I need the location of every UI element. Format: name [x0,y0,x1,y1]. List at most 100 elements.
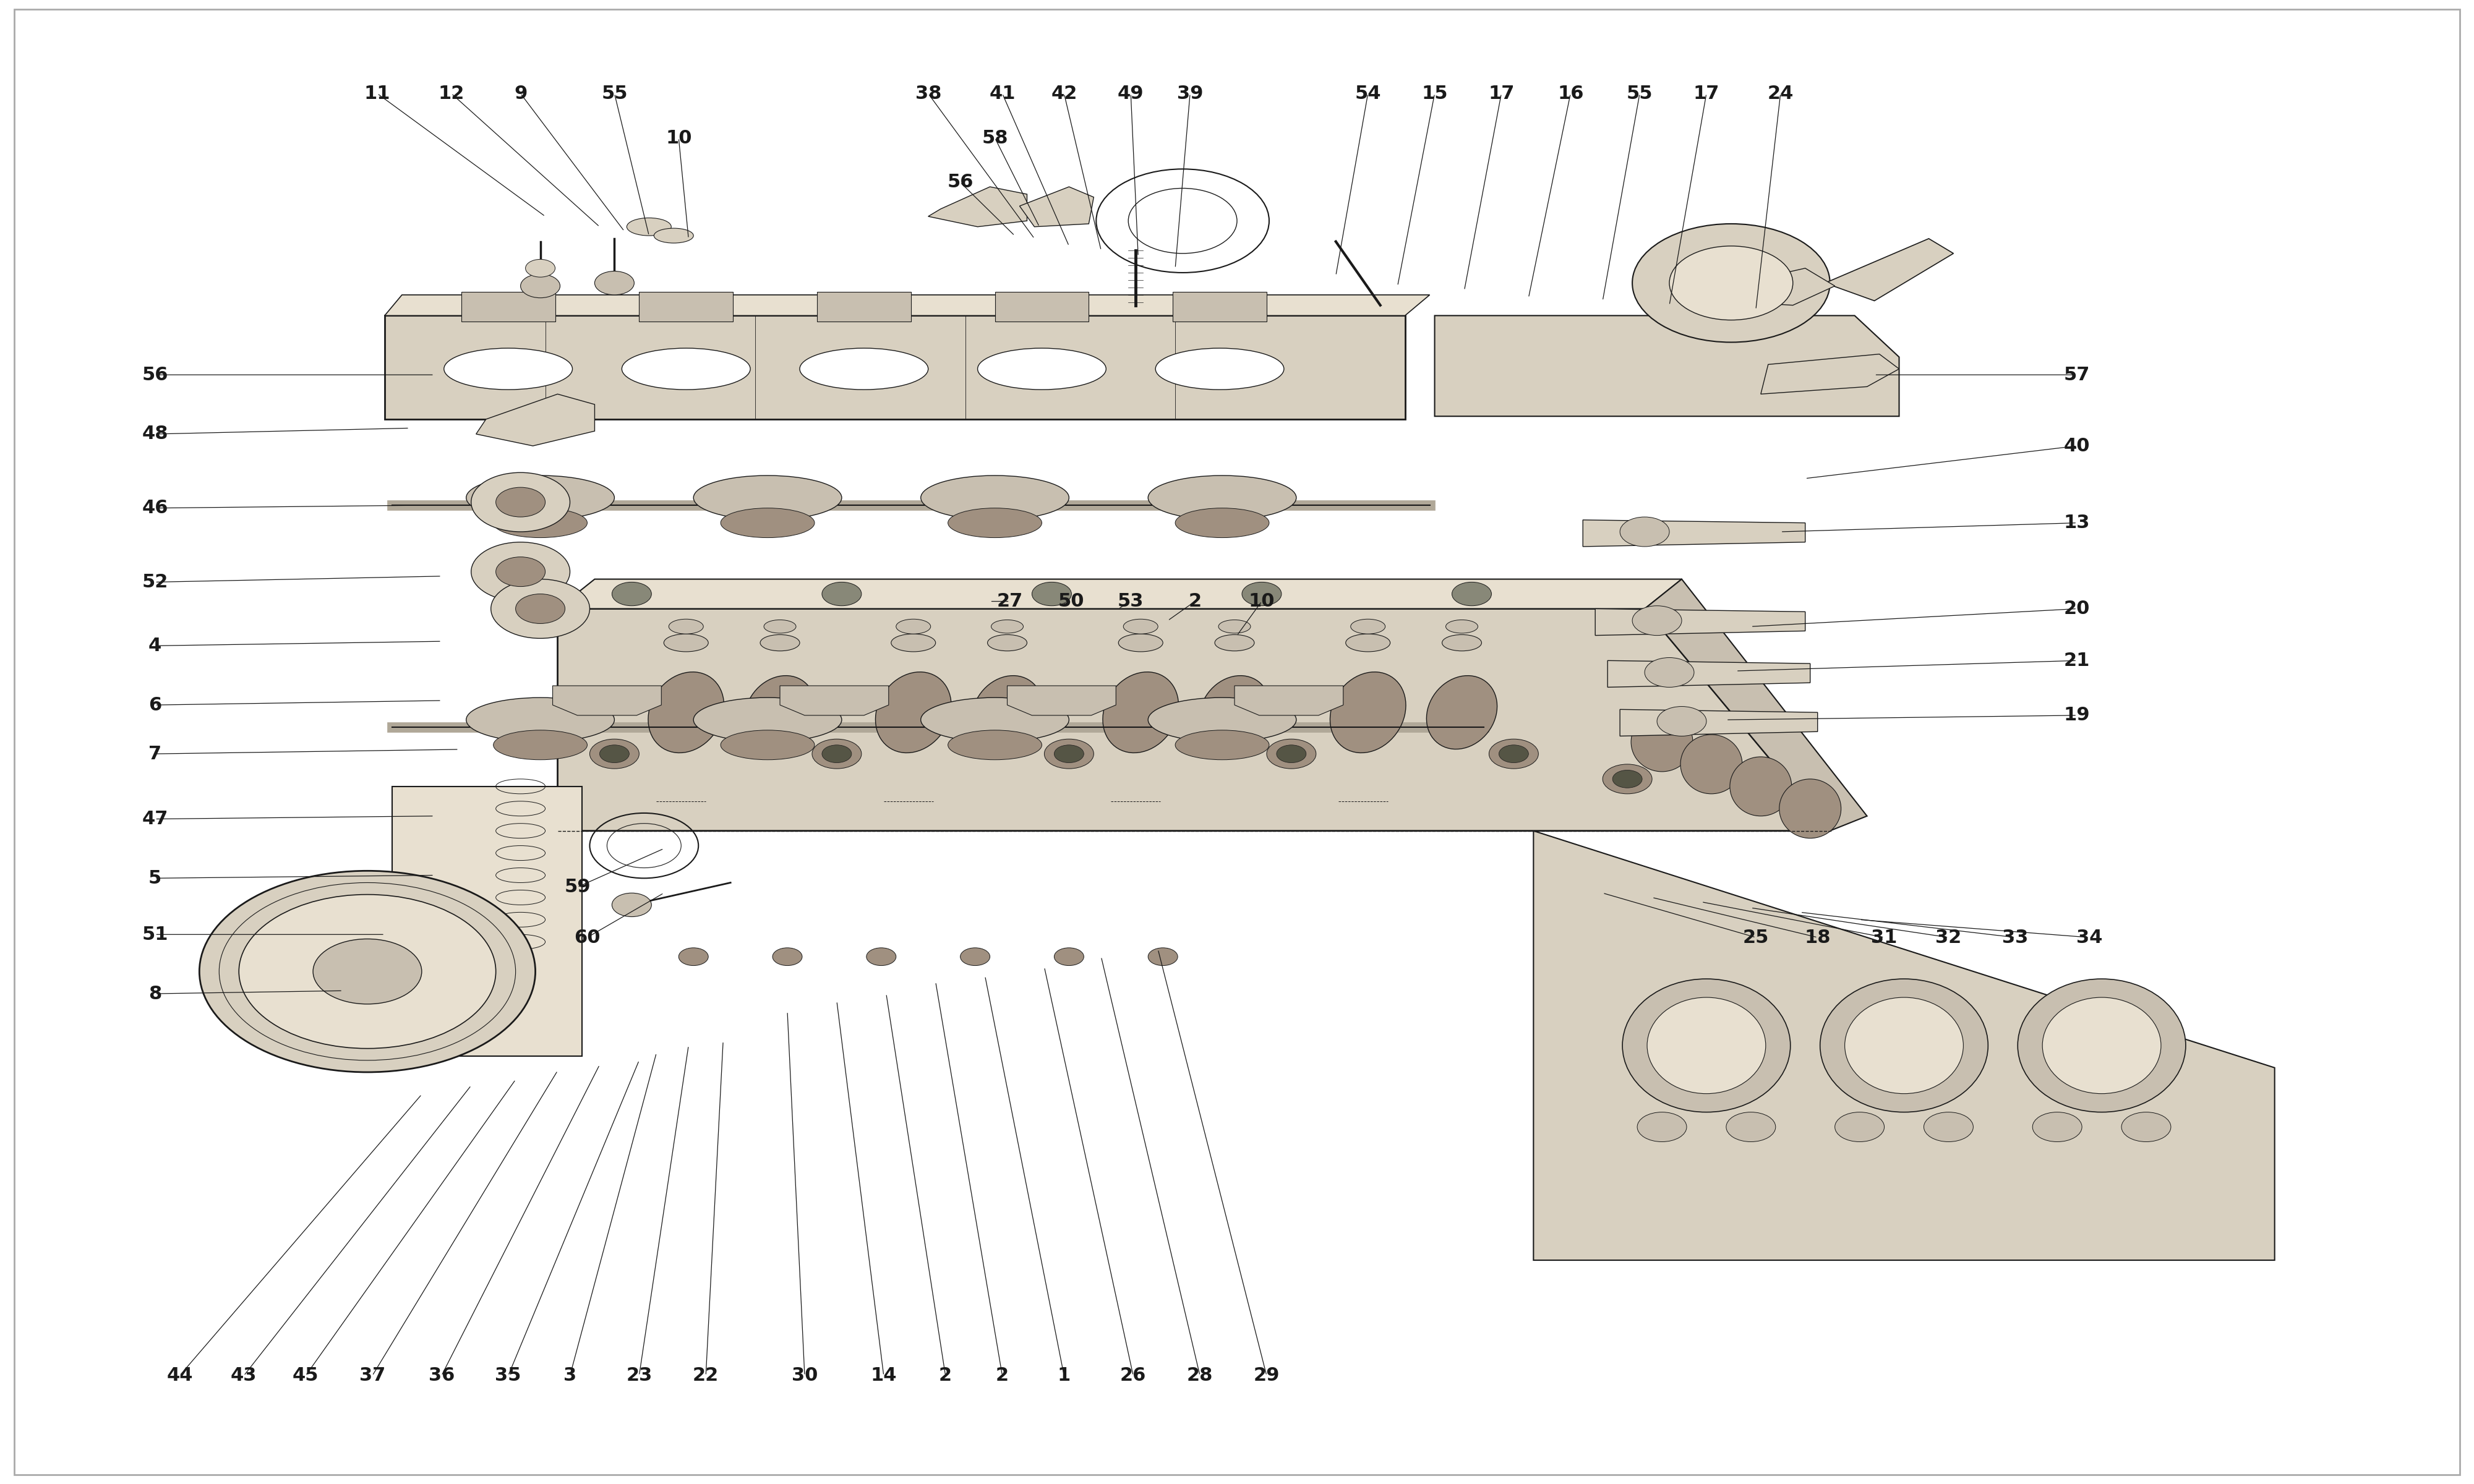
Polygon shape [779,686,888,715]
Ellipse shape [1175,508,1269,537]
Ellipse shape [693,697,841,742]
Text: 59: 59 [564,879,591,896]
Ellipse shape [626,218,670,236]
Text: 60: 60 [574,929,601,947]
Text: 28: 28 [1188,1367,1212,1385]
Text: 11: 11 [364,85,391,102]
FancyBboxPatch shape [1173,292,1267,322]
Ellipse shape [891,634,935,651]
Ellipse shape [2044,997,2160,1094]
Text: 5: 5 [148,870,161,887]
Ellipse shape [1648,997,1766,1094]
Ellipse shape [1442,635,1482,651]
Text: 35: 35 [495,1367,522,1385]
Ellipse shape [1680,735,1742,794]
Circle shape [1620,516,1670,546]
Ellipse shape [876,672,950,752]
Circle shape [611,893,651,917]
Polygon shape [1596,608,1806,635]
Ellipse shape [1331,672,1405,752]
Text: 49: 49 [1118,85,1143,102]
Circle shape [240,895,495,1049]
Text: 17: 17 [1692,85,1719,102]
Ellipse shape [1779,779,1841,838]
Ellipse shape [1148,475,1296,519]
Text: 12: 12 [438,85,465,102]
Polygon shape [557,608,1831,831]
Polygon shape [383,295,1430,316]
Text: 14: 14 [871,1367,898,1385]
Ellipse shape [621,349,750,390]
Ellipse shape [465,697,614,742]
FancyBboxPatch shape [460,292,554,322]
FancyBboxPatch shape [816,292,910,322]
Circle shape [1613,770,1643,788]
Text: 46: 46 [141,499,168,516]
Text: 42: 42 [1051,85,1076,102]
Text: 2: 2 [1188,592,1202,610]
Ellipse shape [720,508,814,537]
Circle shape [1489,739,1539,769]
Ellipse shape [1630,712,1692,772]
Ellipse shape [648,672,725,752]
Text: 31: 31 [1870,929,1898,947]
Ellipse shape [663,634,708,651]
Polygon shape [1761,355,1900,395]
Text: 10: 10 [1249,592,1274,610]
Polygon shape [383,316,1405,420]
Ellipse shape [745,675,816,749]
Ellipse shape [896,619,930,634]
Text: 8: 8 [148,985,161,1003]
Text: 4: 4 [148,637,161,654]
Text: 56: 56 [948,174,972,191]
Text: 22: 22 [693,1367,720,1385]
Ellipse shape [1623,979,1791,1112]
Polygon shape [391,787,581,1057]
Ellipse shape [492,730,586,760]
Circle shape [470,472,569,531]
Polygon shape [1645,579,1868,831]
Text: 58: 58 [982,129,1007,147]
Ellipse shape [977,349,1106,390]
Text: 53: 53 [1118,592,1143,610]
Text: 19: 19 [2063,706,2091,724]
Circle shape [678,948,708,966]
Circle shape [611,582,651,605]
Ellipse shape [1846,997,1964,1094]
Circle shape [866,948,896,966]
Ellipse shape [1103,672,1178,752]
Text: 33: 33 [2001,929,2029,947]
Text: 24: 24 [1766,85,1794,102]
Ellipse shape [465,475,614,519]
Text: 40: 40 [2063,436,2091,456]
Circle shape [2034,1112,2083,1141]
Polygon shape [1007,686,1116,715]
Circle shape [821,745,851,763]
Ellipse shape [492,508,586,537]
Polygon shape [552,686,661,715]
Polygon shape [557,579,1682,608]
Ellipse shape [948,508,1042,537]
Circle shape [1044,739,1094,769]
Circle shape [2123,1112,2170,1141]
Text: 50: 50 [1059,592,1084,610]
Polygon shape [1235,686,1343,715]
Circle shape [1054,745,1084,763]
Text: 55: 55 [601,85,628,102]
Circle shape [1054,948,1084,966]
Text: 1: 1 [1056,1367,1071,1385]
Ellipse shape [1445,620,1477,634]
Circle shape [495,556,544,586]
Ellipse shape [1220,620,1249,634]
Text: 54: 54 [1356,85,1380,102]
Ellipse shape [1346,634,1390,651]
Polygon shape [1719,269,1836,306]
Circle shape [314,939,421,1005]
Circle shape [1267,739,1316,769]
Polygon shape [1583,519,1806,546]
Text: 25: 25 [1742,929,1769,947]
Ellipse shape [799,349,928,390]
Text: 44: 44 [166,1367,193,1385]
Text: 37: 37 [359,1367,386,1385]
Circle shape [1603,764,1653,794]
